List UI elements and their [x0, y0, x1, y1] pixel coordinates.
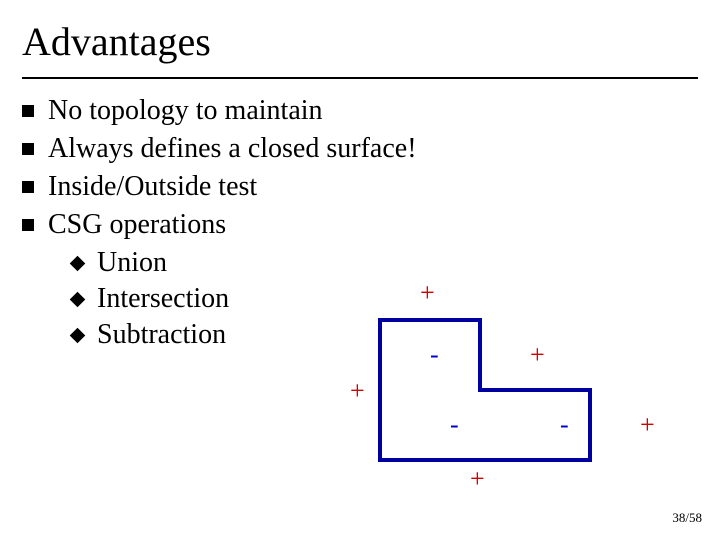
sub-bullet-row: Union — [72, 247, 698, 279]
diagram-label-plus: + — [470, 464, 485, 494]
diamond-bullet-icon — [70, 291, 86, 307]
l-shape-polygon — [380, 320, 590, 460]
slide-title: Advantages — [0, 0, 720, 73]
square-bullet-icon — [22, 143, 34, 155]
diagram-label-plus: + — [530, 340, 545, 370]
square-bullet-icon — [22, 181, 34, 193]
bullet-text: Inside/Outside test — [48, 171, 257, 203]
diagram-label-plus: + — [420, 278, 435, 308]
diagram-label-plus: + — [640, 410, 655, 440]
bullet-text: CSG operations — [48, 209, 226, 241]
diamond-bullet-icon — [70, 327, 86, 343]
bullet-row: No topology to maintain — [22, 95, 698, 127]
sub-bullet-text: Intersection — [97, 283, 229, 315]
bullet-text: No topology to maintain — [48, 95, 323, 127]
sub-bullet-text: Union — [97, 247, 167, 279]
diagram-label-minus: - — [450, 410, 459, 440]
title-divider — [22, 77, 698, 79]
diagram-label-minus: - — [430, 340, 439, 370]
square-bullet-icon — [22, 105, 34, 117]
diagram-label-plus: + — [350, 376, 365, 406]
csg-diagram: + + - + - - + + — [320, 280, 680, 520]
bullet-row: Inside/Outside test — [22, 171, 698, 203]
square-bullet-icon — [22, 219, 34, 231]
bullet-row: CSG operations — [22, 209, 698, 241]
bullet-row: Always defines a closed surface! — [22, 133, 698, 165]
diamond-bullet-icon — [70, 255, 86, 271]
page-number: 38/58 — [672, 510, 702, 526]
diagram-label-minus: - — [560, 410, 569, 440]
bullet-text: Always defines a closed surface! — [48, 133, 417, 165]
sub-bullet-text: Subtraction — [97, 319, 226, 351]
l-shape-svg — [320, 280, 680, 520]
